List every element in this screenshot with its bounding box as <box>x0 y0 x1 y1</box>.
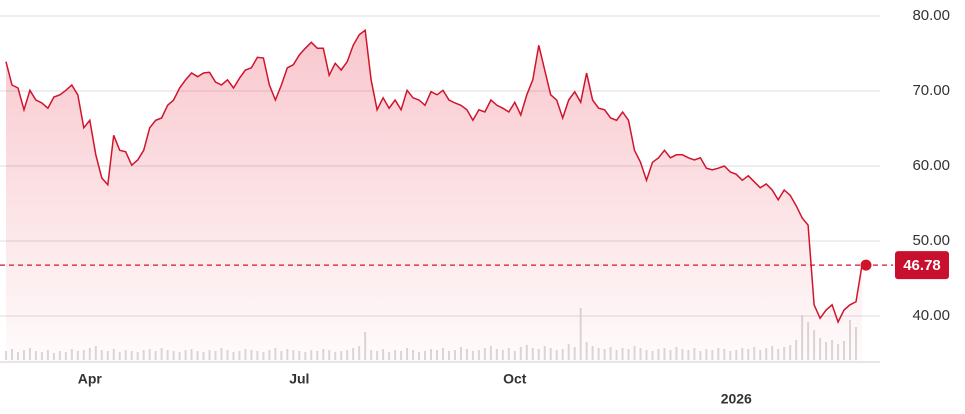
y-tick-label: 40.00 <box>912 307 950 324</box>
x-tick-label: Jul <box>289 371 309 387</box>
y-tick-label: 50.00 <box>912 232 950 249</box>
x-tick-label: Apr <box>78 371 103 387</box>
x-tick-label: Oct <box>503 371 527 387</box>
last-price-box <box>895 251 949 280</box>
x-tick-label: 2026 <box>721 391 752 407</box>
y-tick-label: 60.00 <box>912 157 950 174</box>
last-price-label: 46.78 <box>903 257 941 274</box>
price-area <box>6 30 862 362</box>
price-line <box>5 28 863 324</box>
last-price-dot <box>860 259 872 271</box>
y-tick-label: 80.00 <box>912 7 950 24</box>
y-tick-label: 70.00 <box>912 82 950 99</box>
